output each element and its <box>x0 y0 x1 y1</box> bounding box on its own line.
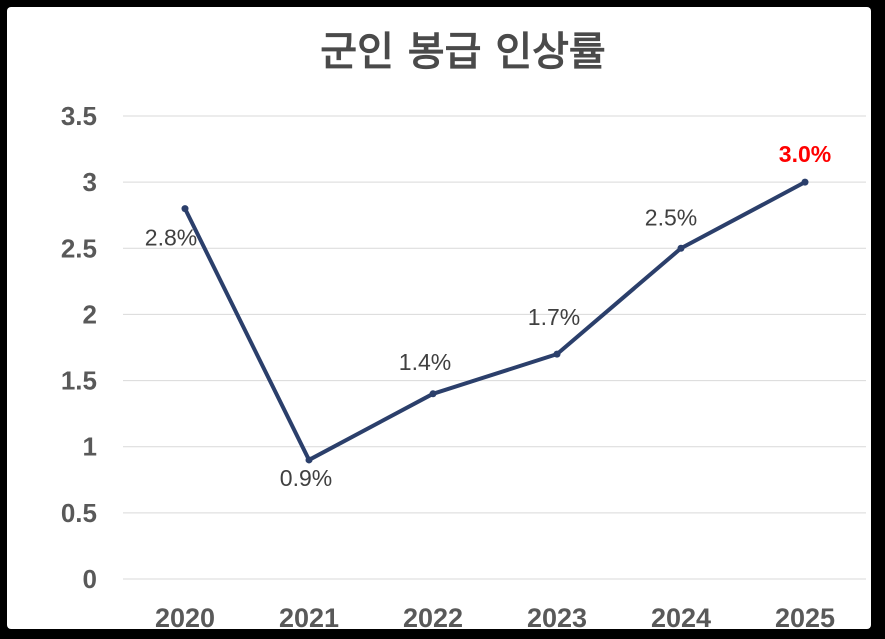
x-axis-ticks: 2020 2021 2022 2023 2024 2025 <box>155 603 835 633</box>
data-point <box>429 390 437 398</box>
data-label: 1.4% <box>399 349 451 375</box>
y-tick-label: 2.5 <box>61 233 97 263</box>
data-point <box>305 456 313 464</box>
x-tick-label: 2025 <box>775 603 835 633</box>
x-tick-label: 2020 <box>155 603 215 633</box>
data-labels: 2.8% 0.9% 1.4% 1.7% 2.5% 3.0% <box>145 141 831 491</box>
x-tick-label: 2021 <box>279 603 339 633</box>
data-point <box>801 178 809 186</box>
data-label: 1.7% <box>528 304 580 330</box>
y-tick-label: 0.5 <box>61 498 97 528</box>
y-axis-ticks: 0 0.5 1 1.5 2 2.5 3 3.5 <box>61 101 97 594</box>
data-label-highlight: 3.0% <box>779 141 831 167</box>
chart-title: 군인 봉급 인상률 <box>320 29 605 75</box>
y-tick-label: 1.5 <box>61 366 97 396</box>
x-tick-label: 2023 <box>527 603 587 633</box>
y-tick-label: 1 <box>83 432 97 462</box>
x-tick-label: 2022 <box>403 603 463 633</box>
x-tick-label: 2024 <box>651 603 711 633</box>
chart-panel <box>7 7 871 629</box>
data-point <box>553 350 561 358</box>
y-tick-label: 3.5 <box>61 101 97 131</box>
data-point <box>677 244 685 252</box>
y-tick-label: 2 <box>83 299 97 329</box>
y-tick-label: 0 <box>83 564 97 594</box>
data-label: 0.9% <box>280 465 332 491</box>
data-point <box>181 205 189 213</box>
data-label: 2.5% <box>645 204 697 230</box>
data-label: 2.8% <box>145 225 197 251</box>
gridlines <box>123 115 866 580</box>
series-line <box>183 180 806 462</box>
y-tick-label: 3 <box>83 167 97 197</box>
data-points <box>181 178 809 464</box>
